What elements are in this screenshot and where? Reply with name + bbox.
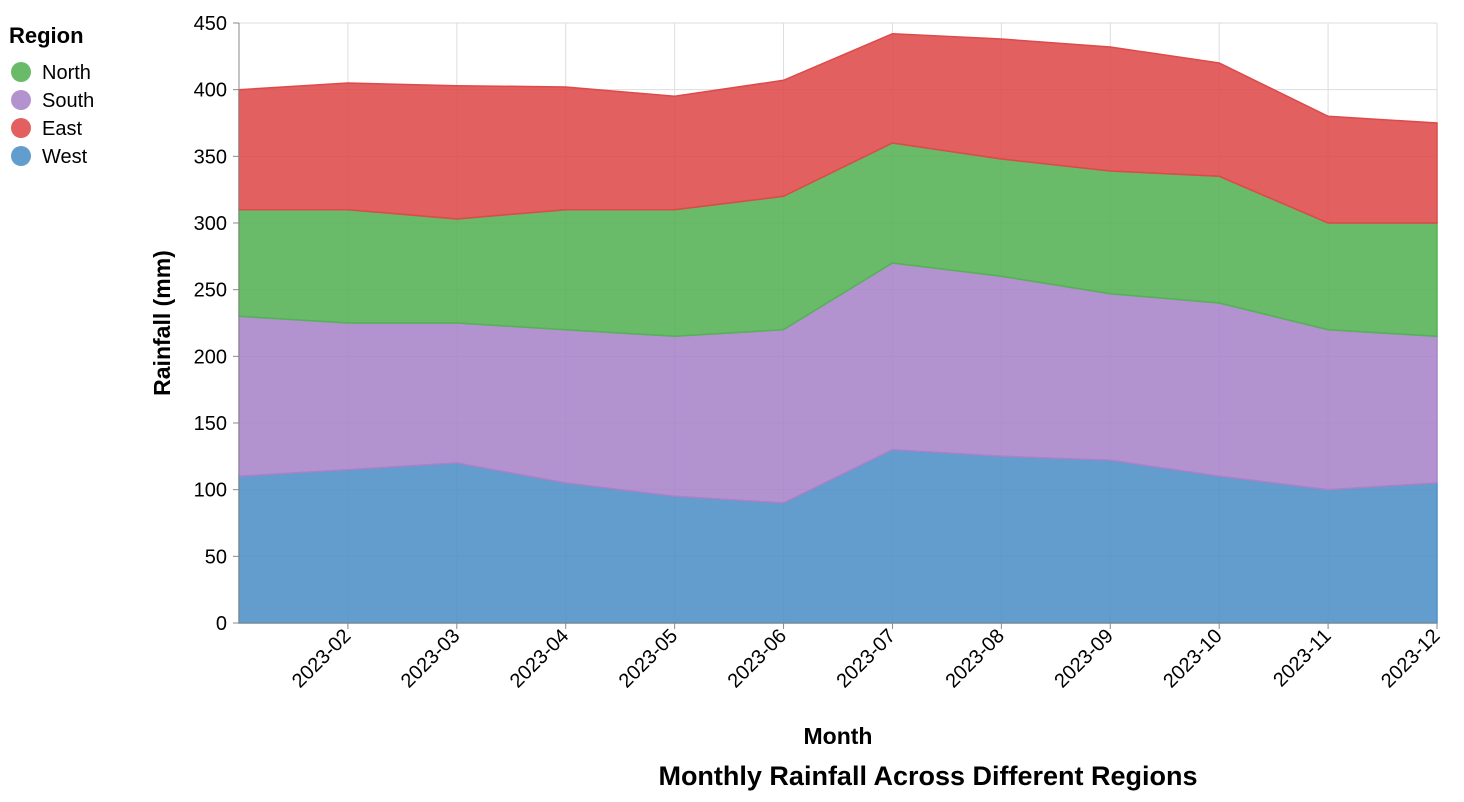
y-axis-title: Rainfall (mm) [149,250,175,396]
y-tick-label: 300 [194,213,227,235]
chart-title: Monthly Rainfall Across Different Region… [658,761,1197,791]
x-tick-label: 2023-08 [941,625,1008,692]
x-tick-label: 2023-10 [1159,625,1226,692]
y-tick-label: 350 [194,146,227,168]
x-tick-label: 2023-02 [288,625,355,692]
area-east [238,32,1438,224]
legend: Region North South East West [9,23,94,168]
y-tick-label: 150 [194,413,227,435]
legend-label-east: East [42,118,82,140]
legend-label-south: South [42,90,94,112]
x-tick-label: 2023-04 [506,625,573,692]
legend-label-north: North [42,62,91,84]
legend-swatch-north [11,62,31,82]
y-tick-label: 200 [194,346,227,368]
y-tick-label: 50 [205,546,227,568]
y-tick-label: 250 [194,280,227,302]
y-tick-label: 100 [194,480,227,502]
legend-swatch-east [11,118,31,138]
legend-label-west: West [42,146,88,168]
x-tick-label: 2023-03 [397,625,464,692]
x-tick-label: 2023-06 [724,625,791,692]
x-tick-label: 2023-12 [1377,625,1444,692]
y-tick-label: 0 [216,613,227,635]
area-series [238,32,1438,624]
x-tick-label: 2023-09 [1050,625,1117,692]
x-axis-title: Month [804,723,873,749]
legend-title: Region [9,23,84,48]
y-tick-label: 450 [194,13,227,35]
x-tick-label: 2023-05 [615,625,682,692]
legend-swatch-south [11,90,31,110]
x-tick-label: 2023-07 [833,625,900,692]
y-tick-label: 400 [194,80,227,102]
legend-swatch-west [11,146,31,166]
x-tick-label: 2023-11 [1269,625,1335,691]
